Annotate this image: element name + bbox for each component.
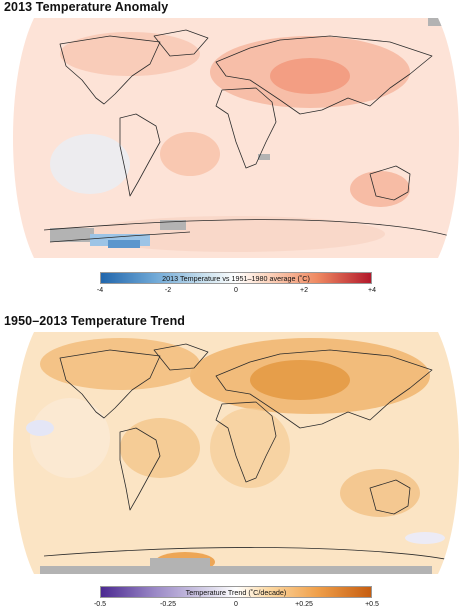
anomaly-map — [10, 14, 462, 262]
trend-tick-label: +0.5 — [365, 601, 379, 608]
world-map-icon — [13, 18, 459, 258]
anomaly-title: 2013 Temperature Anomaly — [4, 0, 169, 14]
anomaly-tick-label: 0 — [234, 287, 238, 294]
trend-tick-label: -0.25 — [160, 601, 176, 608]
anomaly-panel: 2013 Temperature Anomaly — [0, 0, 472, 300]
trend-panel: 1950–2013 Temperature Trend — [0, 304, 472, 608]
anomaly-colorbar-ticks: -4 -2 0 +2 +4 — [96, 287, 376, 297]
anomaly-colorbar-label: 2013 Temperature vs 1951–1980 average (˚… — [162, 274, 310, 283]
anomaly-tick-label: +2 — [300, 287, 308, 294]
trend-map — [10, 328, 462, 576]
trend-tick-label: +0.25 — [295, 601, 313, 608]
trend-colorbar-label: Temperature Trend (˚C/decade) — [185, 588, 287, 597]
anomaly-tick-label: -4 — [96, 287, 104, 294]
trend-tick-label: -0.5 — [93, 601, 107, 608]
trend-tick-label: 0 — [234, 601, 238, 608]
world-map-icon — [13, 332, 459, 574]
trend-title: 1950–2013 Temperature Trend — [4, 314, 186, 328]
trend-colorbar: Temperature Trend (˚C/decade) — [100, 586, 372, 598]
anomaly-tick-label: +4 — [368, 287, 376, 294]
anomaly-tick-label: -2 — [164, 287, 172, 294]
trend-colorbar-ticks: -0.5 -0.25 0 +0.25 +0.5 — [94, 601, 379, 611]
anomaly-colorbar: 2013 Temperature vs 1951–1980 average (˚… — [100, 272, 372, 284]
